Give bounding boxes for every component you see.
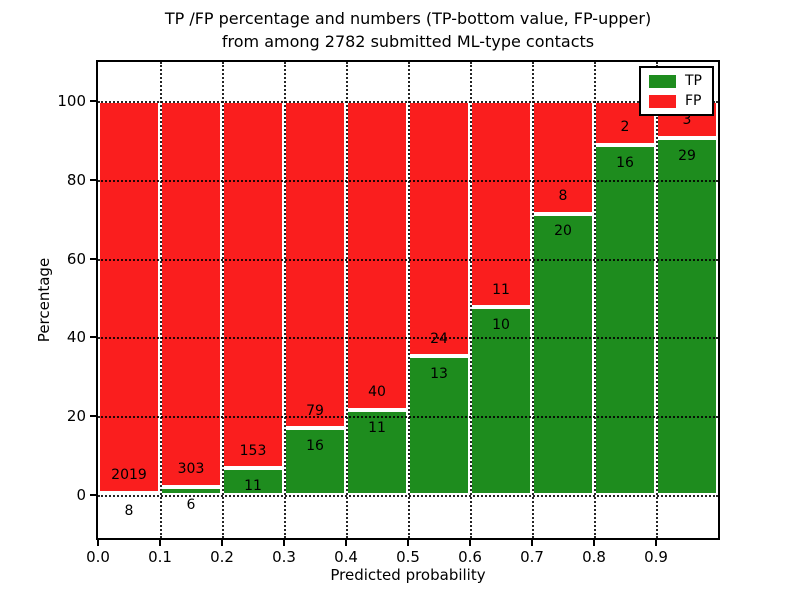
tp-count-label: 16 [616,154,634,171]
y-tick-label: 20 [66,407,86,426]
tp-count-label: 20 [554,223,572,240]
fp-count-label: 153 [239,442,267,459]
y-tick-label: 40 [66,328,86,347]
x-tick-label: 0.5 [396,548,420,566]
fp-count-label: 303 [177,461,205,478]
bar-segment-tp [594,145,656,495]
tp-count-label: 8 [124,502,134,519]
bar-segment-fp [98,101,160,494]
x-tick-label: 0.1 [148,548,172,566]
v-gridline [160,62,162,538]
y-tick [90,100,96,103]
tp-count-label: 11 [244,478,262,495]
fp-count-label: 11 [492,281,510,298]
tp-count-label: 6 [186,496,196,513]
bar-segment-tp [532,213,594,495]
legend: TP FP [639,66,714,116]
bar-segment-tp [160,487,222,495]
x-tick-label: 0.2 [210,548,234,566]
bar-segment-tp [470,307,532,495]
x-tick [221,540,223,546]
fp-count-label: 40 [368,384,386,401]
v-gridline [408,62,410,538]
bar-segment-fp [408,101,470,357]
bar-segment-tp [656,138,718,495]
x-tick [283,540,285,546]
v-gridline [346,62,348,538]
bar-segment-tp [346,409,408,495]
tp-legend-swatch [649,74,676,88]
v-gridline [222,62,224,538]
x-tick [469,540,471,546]
v-gridline [470,62,472,538]
fp-count-label: 79 [306,402,324,419]
fp-count-label: 8 [558,188,568,205]
x-tick [531,540,533,546]
legend-label-tp: TP [685,73,702,89]
fp-count-label: 2 [620,119,630,136]
x-tick-label: 0.0 [86,548,110,566]
bar-segment-fp [470,101,532,308]
tp-count-label: 13 [430,366,448,383]
x-tick-label: 0.8 [582,548,606,566]
tp-count-label: 11 [368,419,386,436]
fp-count-label: 2019 [111,467,147,484]
v-gridline [532,62,534,538]
fp-legend-swatch [649,94,676,108]
bar-segment-tp [222,468,284,495]
legend-entry-tp: TP [649,74,702,88]
x-tick [655,540,657,546]
bar-segment-fp [284,101,346,429]
x-tick [97,540,99,546]
x-tick [345,540,347,546]
bar-segment-fp [160,101,222,488]
x-tick-label: 0.3 [272,548,296,566]
x-tick [593,540,595,546]
bar-segment-fp [222,101,284,469]
x-tick-label: 0.6 [458,548,482,566]
fp-count-label: 24 [430,330,448,347]
y-tick [90,336,96,339]
tp-count-label: 10 [492,317,510,334]
y-tick-label: 100 [57,92,86,111]
chart-title-line2: from among 2782 submitted ML-type contac… [221,32,595,51]
legend-label-fp: FP [685,93,702,109]
y-tick [90,415,96,418]
y-tick [90,493,96,496]
legend-entry-fp: FP [649,94,702,108]
x-tick-label: 0.7 [520,548,544,566]
y-tick [90,257,96,260]
x-tick [159,540,161,546]
v-gridline [656,62,658,538]
bar-segment-tp [408,356,470,495]
x-axis-label: Predicted probability [330,566,486,584]
x-tick-label: 0.9 [644,548,668,566]
v-gridline [594,62,596,538]
chart-title: TP /FP percentage and numbers (TP-bottom… [96,7,720,53]
tp-count-label: 29 [678,147,696,164]
chart-title-line1: TP /FP percentage and numbers (TP-bottom… [164,9,652,28]
x-tick-label: 0.4 [334,548,358,566]
fp-count-label: 3 [682,112,692,129]
y-tick-label: 60 [66,249,86,268]
y-tick [90,179,96,182]
v-gridline [284,62,286,538]
tp-count-label: 16 [306,438,324,455]
y-tick-label: 0 [76,485,86,504]
plot-area: TP FP 2019 8 303 6 153 11 79 16 40 11 24 13 11 10 8 20 2… [96,60,720,540]
x-tick [407,540,409,546]
bar-segment-fp [346,101,408,410]
y-tick-label: 80 [66,171,86,190]
